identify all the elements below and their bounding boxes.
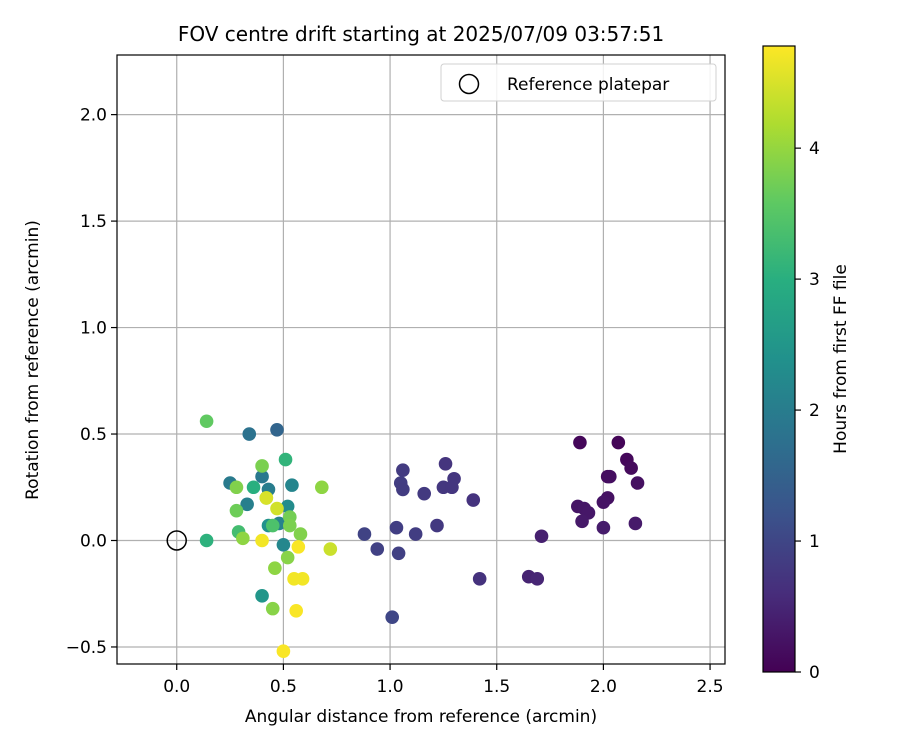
colorbar: 0 1 2 3 4 Hours from first FF file <box>762 45 851 683</box>
data-point <box>624 461 638 475</box>
data-point <box>255 533 269 548</box>
scatter-points <box>166 414 645 659</box>
x-tick-label: 2.0 <box>590 677 617 697</box>
x-axis-label: Angular distance from reference (arcmin) <box>245 707 597 727</box>
data-point <box>255 589 269 603</box>
y-axis-label: Rotation from reference (arcmin) <box>23 220 43 500</box>
data-point <box>236 531 250 546</box>
data-point <box>276 644 291 659</box>
legend: Reference platepar <box>440 63 717 102</box>
data-point <box>295 572 310 586</box>
data-point <box>270 501 284 516</box>
data-point <box>280 499 295 514</box>
colorbar-ticks: 0 1 2 3 4 <box>795 139 820 683</box>
data-point <box>259 491 274 505</box>
legend-label-reference: Reference platepar <box>507 75 669 95</box>
data-point <box>265 518 280 533</box>
y-tick-label: −0.5 <box>66 638 107 658</box>
y-tick-label: 1.5 <box>80 212 107 232</box>
y-tick-label: 2.0 <box>80 106 107 126</box>
data-point <box>357 527 372 541</box>
data-point <box>430 518 444 533</box>
legend-box <box>440 63 717 102</box>
data-point <box>370 542 385 556</box>
data-point <box>315 480 329 495</box>
data-point <box>573 435 587 450</box>
chart-title: FOV centre drift starting at 2025/07/09 … <box>178 22 664 46</box>
colorbar-label: Hours from first FF file <box>831 264 851 454</box>
data-point <box>278 452 293 467</box>
data-point <box>199 414 214 429</box>
colorbar-tick-label: 4 <box>809 139 820 159</box>
data-point <box>293 527 308 541</box>
data-point <box>385 610 400 624</box>
data-point <box>534 529 549 544</box>
data-point <box>472 572 487 586</box>
x-tick-label: 0.0 <box>163 677 190 697</box>
data-point <box>630 476 645 490</box>
data-point <box>596 520 611 535</box>
y-tick-label: 1.0 <box>80 319 107 339</box>
data-point <box>408 527 423 541</box>
plot-frame <box>116 54 726 665</box>
data-point <box>603 469 617 484</box>
data-point <box>445 480 459 495</box>
data-point <box>285 478 299 492</box>
data-point <box>289 603 304 618</box>
legend-marker-reference <box>458 73 480 95</box>
x-tick-label: 1.0 <box>377 677 404 697</box>
data-point <box>417 486 432 501</box>
data-point <box>530 572 545 586</box>
data-point <box>391 546 406 561</box>
reference-platepar-marker <box>166 530 187 551</box>
data-point <box>270 422 284 437</box>
data-point <box>389 520 404 535</box>
data-point <box>265 601 280 616</box>
data-point <box>438 457 453 471</box>
data-point <box>199 533 214 548</box>
colorbar-tick-label: 1 <box>809 532 820 552</box>
data-point <box>283 518 297 533</box>
data-point <box>276 537 291 552</box>
data-point <box>240 497 254 512</box>
data-point <box>396 463 410 478</box>
data-point <box>596 495 611 509</box>
data-point <box>242 427 257 441</box>
y-tick-label: 0.0 <box>80 531 107 551</box>
grid: 0.0 0.5 1.0 1.5 2.0 2.5 −0.5 0.0 0.5 1.0 1.5 2.0 <box>66 55 725 697</box>
data-point <box>396 482 410 497</box>
data-point <box>323 542 338 556</box>
x-tick-label: 1.5 <box>483 677 510 697</box>
data-point <box>246 480 261 495</box>
data-point <box>229 503 244 518</box>
data-point <box>280 550 295 565</box>
data-point <box>255 459 269 473</box>
data-point <box>466 493 481 507</box>
x-tick-label: 0.5 <box>270 677 297 697</box>
data-point <box>575 514 589 529</box>
colorbar-gradient <box>762 45 796 673</box>
data-point <box>611 435 626 450</box>
colorbar-tick-label: 2 <box>809 401 820 421</box>
x-tick-label: 2.5 <box>697 677 724 697</box>
colorbar-tick-label: 0 <box>809 663 820 683</box>
y-tick-label: 0.5 <box>80 425 107 445</box>
colorbar-tick-label: 3 <box>809 270 820 290</box>
data-point <box>628 516 643 531</box>
data-point <box>291 540 306 554</box>
data-point <box>229 480 244 495</box>
data-point <box>268 561 282 575</box>
data-point <box>255 469 269 484</box>
